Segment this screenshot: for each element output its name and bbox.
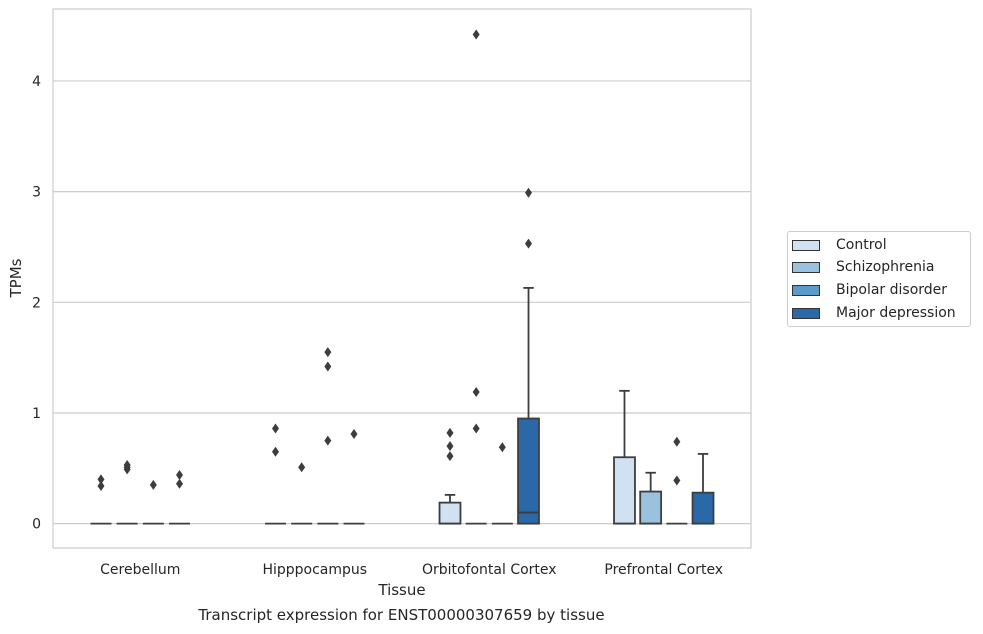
- outlier-point: [350, 429, 358, 440]
- box-major-depression-hipppocampus: [343, 429, 365, 525]
- box-control-orbitofontal-cortex: [438, 427, 462, 525]
- box-body: [613, 456, 636, 525]
- box-schizophrenia-orbitofontal-cortex: [465, 29, 487, 525]
- y-tick-label: 0: [32, 517, 41, 533]
- outlier-point: [324, 435, 332, 446]
- outlier-point: [472, 29, 480, 40]
- box-bipolar-disorder-orbitofontal-cortex: [491, 442, 513, 525]
- box-major-depression-cerebellum: [169, 469, 190, 525]
- outlier-point: [472, 386, 480, 397]
- outlier-point: [673, 436, 681, 447]
- box-control-hipppocampus: [265, 423, 286, 525]
- outlier-point: [472, 423, 480, 434]
- x-tick-labels: Cerebellum Hipppocampus Orbitofontal Corte…: [100, 562, 723, 578]
- outlier-point: [525, 238, 533, 249]
- grid-lines: [53, 80, 751, 525]
- box-bipolar-disorder-hipppocampus: [317, 347, 339, 525]
- box-schizophrenia-hipppocampus: [291, 462, 313, 525]
- legend: Control Schizophrenia Bipolar disorder M…: [787, 231, 971, 327]
- legend-swatch-major-depression: [792, 307, 820, 319]
- box-schizophrenia-cerebellum: [116, 459, 138, 525]
- outlier-point: [498, 442, 506, 453]
- outlier-point: [446, 451, 454, 462]
- box-body: [438, 501, 462, 525]
- outlier-point: [298, 462, 306, 473]
- box-major-depression-prefrontal-cortex: [691, 453, 715, 525]
- box-body: [639, 490, 663, 525]
- y-tick-label: 1: [32, 406, 41, 422]
- plot-frame: [52, 8, 752, 549]
- legend-swatch-bipolar-disorder: [792, 284, 820, 296]
- y-tick-label: 4: [32, 74, 41, 90]
- outlier-point: [97, 481, 105, 492]
- y-tick-label: 2: [32, 295, 41, 311]
- x-tick-label: Hipppocampus: [262, 562, 367, 578]
- box-major-depression-orbitofontal-cortex: [517, 187, 540, 525]
- box-body: [691, 491, 715, 525]
- legend-item-schizophrenia: Schizophrenia: [792, 257, 934, 277]
- outlier-point: [324, 347, 332, 358]
- legend-label-major-depression: Major depression: [836, 305, 956, 321]
- legend-label-control: Control: [836, 237, 887, 253]
- y-tick-labels: 0 1 2 3 4: [32, 74, 41, 533]
- legend-swatch-control: [792, 239, 820, 251]
- box-bipolar-disorder-prefrontal-cortex: [666, 436, 688, 525]
- box-groups: [90, 29, 715, 525]
- outlier-point: [324, 361, 332, 372]
- outlier-point: [446, 427, 454, 438]
- box-schizophrenia-prefrontal-cortex: [639, 471, 663, 525]
- outlier-point: [97, 474, 105, 485]
- box-control-cerebellum: [90, 474, 112, 525]
- x-axis-label: Tissue: [377, 581, 425, 599]
- x-tick-label: Cerebellum: [100, 562, 180, 578]
- outlier-point: [271, 423, 279, 434]
- outlier-point: [123, 459, 131, 470]
- outlier-point: [176, 469, 184, 480]
- y-axis-label: TPMs: [7, 258, 25, 298]
- x-tick-label: Orbitofontal Cortex: [422, 562, 557, 578]
- outlier-point: [271, 446, 279, 457]
- outlier-point: [446, 441, 454, 452]
- outlier-point: [149, 479, 157, 490]
- box-bipolar-disorder-cerebellum: [142, 479, 164, 525]
- legend-label-bipolar-disorder: Bipolar disorder: [836, 282, 948, 298]
- box-body: [517, 417, 540, 525]
- legend-item-bipolar-disorder: Bipolar disorder: [792, 280, 947, 300]
- y-tick-label: 3: [32, 185, 41, 201]
- legend-swatch-schizophrenia: [792, 261, 820, 273]
- outlier-point: [525, 187, 533, 198]
- legend-item-control: Control: [792, 235, 887, 255]
- outlier-point: [176, 478, 184, 489]
- chart-caption: Transcript expression for ENST0000030765…: [198, 606, 605, 624]
- outlier-point: [673, 475, 681, 486]
- box-control-prefrontal-cortex: [613, 389, 636, 525]
- legend-item-major-depression: Major depression: [792, 303, 956, 323]
- legend-label-schizophrenia: Schizophrenia: [836, 259, 935, 275]
- x-tick-label: Prefrontal Cortex: [604, 562, 723, 578]
